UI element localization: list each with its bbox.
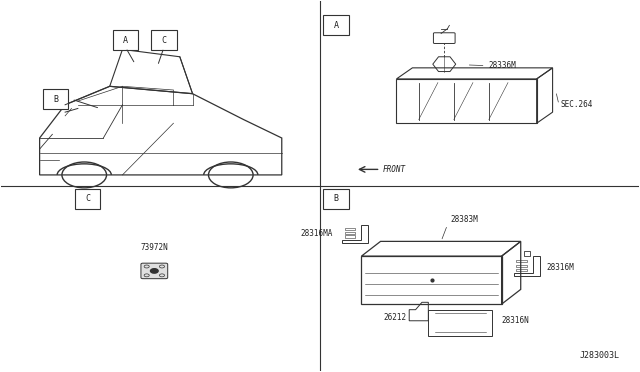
FancyBboxPatch shape	[151, 30, 177, 50]
Text: 73972N: 73972N	[140, 243, 168, 253]
Bar	[516, 265, 527, 267]
Text: FRONT: FRONT	[383, 165, 406, 174]
Text: J283003L: J283003L	[579, 350, 620, 359]
Bar	[516, 269, 527, 271]
Text: C: C	[85, 195, 90, 203]
Circle shape	[150, 269, 158, 273]
FancyBboxPatch shape	[323, 15, 349, 35]
Bar	[516, 260, 527, 262]
Text: SEC.264: SEC.264	[561, 100, 593, 109]
FancyBboxPatch shape	[43, 89, 68, 109]
Text: A: A	[123, 36, 128, 45]
Text: 26212: 26212	[384, 312, 407, 321]
Bar	[346, 228, 355, 230]
FancyBboxPatch shape	[433, 33, 455, 44]
Text: 28336M: 28336M	[489, 61, 516, 70]
Bar	[346, 235, 355, 238]
Bar	[346, 232, 355, 234]
Text: A: A	[333, 21, 339, 30]
Text: 28316N: 28316N	[502, 316, 529, 325]
FancyBboxPatch shape	[323, 189, 349, 209]
Text: B: B	[53, 95, 58, 104]
Text: C: C	[161, 36, 166, 45]
FancyBboxPatch shape	[75, 189, 100, 209]
Text: 28316M: 28316M	[546, 263, 574, 272]
Text: 28316MA: 28316MA	[301, 230, 333, 238]
FancyBboxPatch shape	[141, 263, 168, 279]
Text: 28383M: 28383M	[451, 215, 478, 224]
FancyBboxPatch shape	[113, 30, 138, 50]
Text: B: B	[333, 195, 339, 203]
